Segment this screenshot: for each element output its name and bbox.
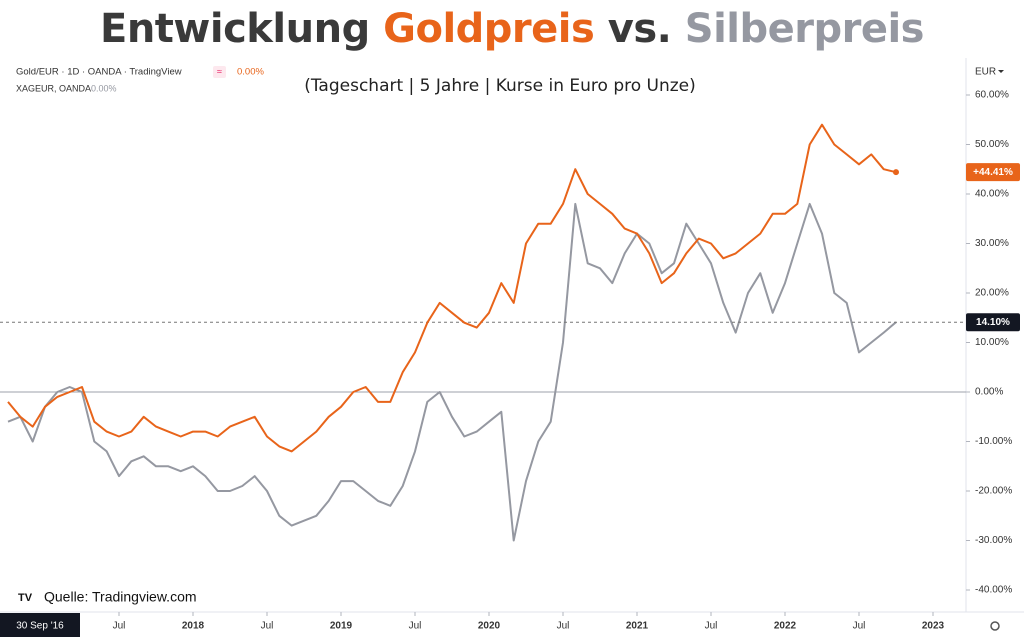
last-label: 14.10% bbox=[976, 317, 1010, 328]
y-tick-label: 60.00% bbox=[975, 90, 1009, 101]
y-tick-label: 20.00% bbox=[975, 288, 1009, 299]
y-tick-label: -10.00% bbox=[975, 436, 1012, 447]
y-tick-label: 10.00% bbox=[975, 337, 1009, 348]
settings-icon[interactable] bbox=[990, 621, 1000, 631]
last-point bbox=[893, 169, 899, 176]
series-line bbox=[7, 202, 897, 542]
x-tick-label: Jul bbox=[557, 621, 570, 632]
y-tick-label: -40.00% bbox=[975, 585, 1012, 596]
logo-bg bbox=[14, 588, 36, 606]
icon bbox=[213, 66, 226, 78]
crosshair-label-bg bbox=[0, 613, 80, 637]
x-tick-label: Jul bbox=[853, 621, 866, 632]
title-part: Entwicklung bbox=[100, 6, 370, 52]
currency: EUR bbox=[975, 67, 996, 78]
title-part: Goldpreis bbox=[383, 6, 595, 52]
series-line bbox=[7, 123, 897, 453]
y-tick-label: -30.00% bbox=[975, 535, 1012, 546]
x-tick-label: 2019 bbox=[330, 621, 353, 632]
x-tick-label: 2022 bbox=[774, 621, 797, 632]
y-tick-label: 40.00% bbox=[975, 189, 1009, 200]
title-part: Silberpreis bbox=[684, 6, 925, 52]
x-tick-label: 2023 bbox=[922, 621, 945, 632]
icon bbox=[998, 70, 1004, 73]
last-label: +44.41% bbox=[973, 167, 1013, 178]
title-part: vs. bbox=[607, 6, 672, 52]
x-tick-label: 2020 bbox=[478, 621, 501, 632]
gold-symbol: Gold/EUR · 1D · OANDA · TradingView bbox=[16, 67, 182, 78]
gold-change: 0.00% bbox=[237, 67, 264, 78]
icon: ≈ bbox=[217, 66, 222, 76]
x-tick-label: Jul bbox=[409, 621, 422, 632]
x-tick-label: 2018 bbox=[182, 621, 205, 632]
y-tick-label: -20.00% bbox=[975, 486, 1012, 497]
last-label-bg bbox=[966, 163, 1020, 182]
source-logo: TV bbox=[14, 588, 36, 606]
x-tick-label: Jul bbox=[261, 621, 274, 632]
x-tick-label: 2021 bbox=[626, 621, 649, 632]
y-tick-label: 0.00% bbox=[975, 387, 1003, 398]
x-tick-label: Jul bbox=[113, 621, 126, 632]
x-tick-label: Jul bbox=[705, 621, 718, 632]
source: Quelle: Tradingview.com bbox=[44, 589, 197, 605]
crosshair-label: 30 Sep '16 bbox=[16, 621, 64, 632]
silver-change: 0.00% bbox=[91, 83, 117, 93]
y-tick-label: 50.00% bbox=[975, 139, 1009, 150]
last-label-bg bbox=[966, 313, 1020, 332]
subtitle: (Tageschart | 5 Jahre | Kurse in Euro pr… bbox=[304, 76, 696, 96]
silver-symbol: XAGEUR, OANDA bbox=[16, 83, 91, 93]
chart-title: Entwicklung Goldpreis vs. Silberpreis bbox=[0, 6, 1024, 52]
y-tick-label: 30.00% bbox=[975, 238, 1009, 249]
logo: TV bbox=[18, 592, 33, 604]
